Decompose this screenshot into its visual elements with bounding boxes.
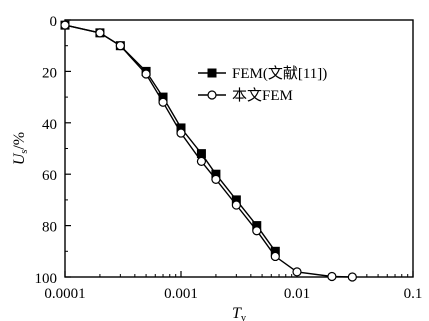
plot-frame	[64, 19, 414, 278]
y-axis-title-sub: s	[19, 150, 30, 154]
y-tick-label: 60	[42, 168, 57, 184]
series-2-point	[347, 272, 357, 282]
series-2-point	[292, 267, 302, 277]
y-axis-title-unit: /%	[11, 132, 28, 150]
y-axis-title: Us/%	[11, 132, 30, 165]
y-tick-label: 0	[50, 14, 58, 30]
y-axis-title-main: U	[11, 152, 28, 165]
y-tick-label: 80	[42, 220, 57, 236]
series-2-point	[196, 156, 207, 166]
series-1-line	[64, 24, 276, 252]
y-tick-label: 40	[42, 117, 57, 133]
legend-label-2: 本文FEM	[232, 87, 293, 104]
legend-marker-1	[207, 68, 217, 78]
series-2-point	[95, 28, 105, 38]
series-2-point	[270, 251, 280, 262]
series-2-point	[158, 97, 168, 107]
legend-marker-2	[207, 90, 217, 100]
x-axis-title: Tv	[232, 305, 246, 321]
series-2-point	[176, 128, 186, 138]
series-2-point	[327, 271, 337, 282]
series-2-point	[211, 174, 221, 184]
series-2-point	[115, 41, 125, 51]
x-tick-label: 0.01	[284, 286, 310, 302]
series-2-point	[141, 69, 151, 79]
x-axis-title-sub: v	[241, 313, 246, 321]
series-2-point	[60, 20, 70, 30]
legend-label-1: FEM(文献[11])	[232, 65, 327, 82]
x-tick-label: 0.001	[164, 286, 198, 302]
series-2-point	[252, 226, 262, 236]
y-tick-label: 20	[42, 65, 57, 81]
y-tick-label: 100	[35, 271, 58, 287]
series-2-line	[64, 24, 353, 278]
x-axis-title-main: T	[232, 305, 242, 321]
x-tick-label: 0.1	[404, 286, 423, 302]
series-2-point	[231, 200, 241, 210]
x-tick-label: 0.0001	[44, 286, 85, 302]
